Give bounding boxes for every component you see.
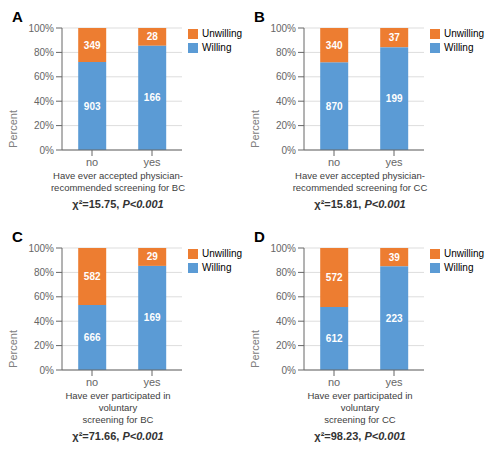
- svg-text:870: 870: [326, 101, 343, 112]
- svg-text:Percent: Percent: [8, 330, 19, 368]
- svg-text:349: 349: [84, 40, 101, 51]
- svg-text:20%: 20%: [34, 340, 54, 351]
- svg-text:582: 582: [84, 271, 101, 282]
- svg-text:340: 340: [326, 40, 343, 51]
- svg-text:0%: 0%: [40, 365, 55, 376]
- svg-text:40%: 40%: [34, 316, 54, 327]
- html-text:χ²=15.75, P<0.001: χ²=15.75, P<0.001: [72, 198, 164, 210]
- svg-text:0%: 0%: [282, 365, 297, 376]
- svg-text:yes: yes: [143, 376, 161, 388]
- html-text:χ²=15.81, P<0.001: χ²=15.81, P<0.001: [314, 198, 406, 210]
- svg-text:223: 223: [386, 313, 403, 324]
- svg-text:no: no: [328, 156, 340, 168]
- svg-text:60%: 60%: [34, 291, 54, 302]
- html-text:D: D: [254, 228, 265, 245]
- svg-text:60%: 60%: [34, 71, 54, 82]
- html-text:Willing: Willing: [202, 42, 232, 53]
- html-text:χ²=71.66, P<0.001: χ²=71.66, P<0.001: [72, 430, 164, 442]
- svg-text:20%: 20%: [276, 120, 296, 131]
- svg-text:100%: 100%: [28, 243, 54, 254]
- html-text:Willing: Willing: [444, 262, 474, 273]
- svg-text:29: 29: [147, 251, 159, 262]
- html-text:C: C: [12, 228, 23, 245]
- svg-text:no: no: [86, 376, 98, 388]
- svg-text:80%: 80%: [276, 267, 296, 278]
- html-text:Have ever participated in volu: Have ever participated in voluntary scre…: [65, 390, 171, 425]
- svg-text:39: 39: [389, 252, 401, 263]
- svg-text:0%: 0%: [282, 145, 297, 156]
- html-text:B: B: [254, 8, 265, 25]
- svg-text:80%: 80%: [34, 47, 54, 58]
- svg-text:20%: 20%: [276, 340, 296, 351]
- html-text:A: A: [12, 8, 23, 25]
- svg-text:40%: 40%: [276, 316, 296, 327]
- svg-text:28: 28: [147, 31, 159, 42]
- svg-text:40%: 40%: [34, 96, 54, 107]
- svg-text:yes: yes: [385, 156, 403, 168]
- svg-text:903: 903: [84, 101, 101, 112]
- svg-text:0%: 0%: [40, 145, 55, 156]
- svg-text:199: 199: [386, 93, 403, 104]
- svg-text:37: 37: [389, 32, 401, 43]
- svg-text:80%: 80%: [34, 267, 54, 278]
- svg-text:40%: 40%: [276, 96, 296, 107]
- html-text:Willing: Willing: [444, 42, 474, 53]
- html-text:χ²=98.23, P<0.001: χ²=98.23, P<0.001: [314, 430, 406, 442]
- html-text:Unwilling: Unwilling: [444, 28, 484, 39]
- svg-text:no: no: [86, 156, 98, 168]
- svg-text:666: 666: [84, 332, 101, 343]
- html-text:Unwilling: Unwilling: [444, 248, 484, 259]
- html-text:Willing: Willing: [202, 262, 232, 273]
- html-text:Unwilling: Unwilling: [202, 248, 242, 259]
- html-text:Have ever participated in volu: Have ever participated in voluntary scre…: [307, 390, 413, 425]
- svg-text:yes: yes: [143, 156, 161, 168]
- svg-text:100%: 100%: [270, 23, 296, 34]
- html-text:Have ever accepted physician-: Have ever accepted physician- recommende…: [292, 170, 428, 193]
- html-text:Have ever accepted physician-: Have ever accepted physician- recommende…: [50, 170, 186, 193]
- svg-text:100%: 100%: [28, 23, 54, 34]
- svg-text:169: 169: [144, 312, 161, 323]
- svg-text:60%: 60%: [276, 71, 296, 82]
- svg-text:no: no: [328, 376, 340, 388]
- svg-text:20%: 20%: [34, 120, 54, 131]
- svg-text:Percent: Percent: [250, 110, 261, 148]
- svg-text:80%: 80%: [276, 47, 296, 58]
- svg-text:166: 166: [144, 92, 161, 103]
- svg-text:100%: 100%: [270, 243, 296, 254]
- svg-text:612: 612: [326, 333, 343, 344]
- svg-text:572: 572: [326, 272, 343, 283]
- svg-text:Percent: Percent: [250, 330, 261, 368]
- svg-text:yes: yes: [385, 376, 403, 388]
- html-text:Unwilling: Unwilling: [202, 28, 242, 39]
- svg-text:Percent: Percent: [8, 110, 19, 148]
- svg-text:60%: 60%: [276, 291, 296, 302]
